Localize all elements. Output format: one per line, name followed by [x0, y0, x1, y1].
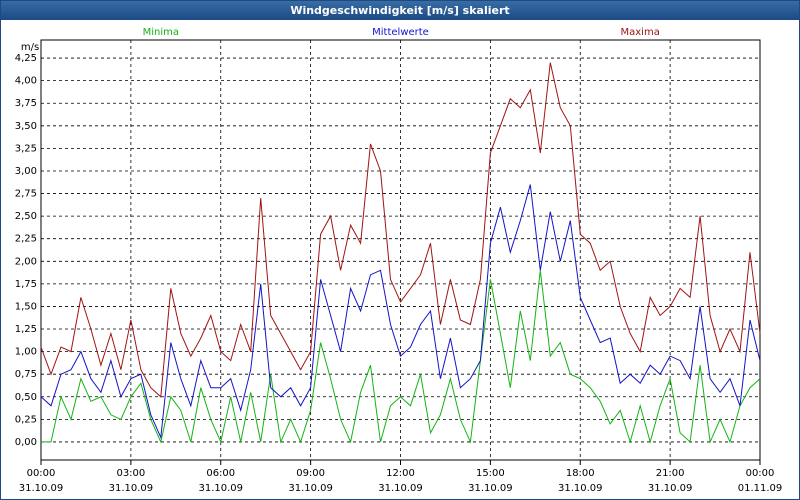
x-tick-label: 06:00 31.10.09 [198, 468, 244, 494]
y-tick-label: 3,75 [15, 98, 37, 109]
y-unit: m/s [21, 42, 39, 53]
x-tick-label: 00:00 01.11.09 [737, 468, 783, 494]
y-tick-label: 4,25 [15, 53, 37, 64]
y-tick-label: 1,75 [15, 279, 37, 290]
chart-title: Windgeschwindigkeit [m/s] skaliert [290, 4, 509, 17]
x-tick-label: 09:00 31.10.09 [288, 468, 333, 494]
y-tick-label: 2,25 [15, 234, 37, 245]
y-tick-label: 3,50 [15, 121, 37, 132]
title-bar [0, 0, 800, 20]
y-tick-label: 1,00 [15, 347, 37, 358]
y-tick-label: 1,50 [15, 301, 37, 312]
legend-label: Minima [143, 27, 179, 38]
x-tick-label: 21:00 31.10.09 [647, 468, 693, 494]
series-line [41, 270, 761, 444]
y-tick-label: 4,00 [15, 76, 37, 87]
y-tick-label: 2,00 [15, 256, 37, 267]
y-tick-label: 3,00 [15, 166, 37, 177]
y-tick-label: 0,50 [15, 392, 37, 403]
y-tick-label: 0,25 [15, 414, 37, 425]
x-tick-label: 15:00 31.10.09 [468, 468, 513, 494]
y-tick-label: 0,75 [15, 369, 37, 380]
legend-label: Maxima [621, 27, 660, 38]
x-tick-label: 12:00 31.10.09 [378, 468, 423, 494]
y-tick-label: 1,25 [15, 324, 37, 335]
series-line [40, 184, 761, 440]
x-tick-label: 00:00 31.10.09 [18, 468, 64, 494]
legend-label: Mittelwerte [372, 27, 429, 38]
x-tick-label: 18:00 31.10.09 [557, 468, 603, 494]
y-tick-label: 2,50 [15, 211, 37, 222]
y-tick-label: 0,00 [15, 437, 37, 448]
x-tick-label: 03:00 31.10.09 [108, 468, 154, 494]
y-tick-label: 2,75 [15, 189, 37, 200]
series-line [40, 62, 761, 398]
y-tick-label: 3,25 [15, 143, 37, 154]
